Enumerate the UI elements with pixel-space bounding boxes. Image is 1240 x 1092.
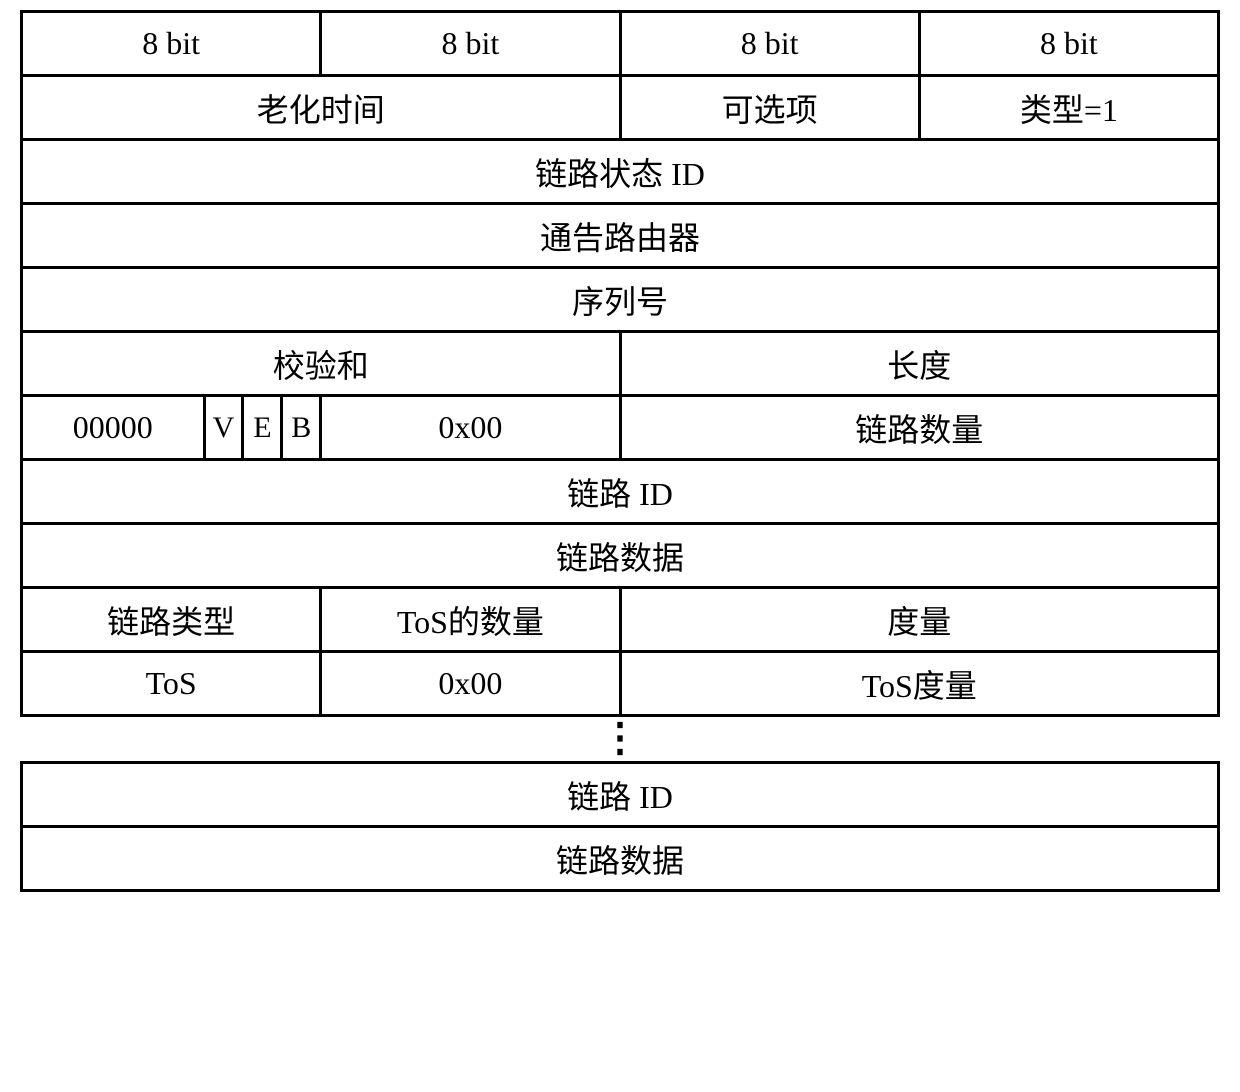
row-link-type: 链路类型 ToS的数量 度量 (22, 588, 1219, 652)
field-tos: ToS (22, 652, 321, 716)
field-link-id: 链路 ID (22, 460, 1219, 524)
field-hex-zero: 0x00 (321, 396, 620, 460)
packet-structure-table-2: 链路 ID 链路数据 (20, 761, 1220, 892)
flag-v: V (206, 397, 245, 458)
header-col2: 8 bit (321, 12, 620, 76)
row-link-id-2: 链路 ID (22, 763, 1219, 827)
field-link-data: 链路数据 (22, 524, 1219, 588)
field-link-type: 链路类型 (22, 588, 321, 652)
row-tos: ToS 0x00 ToS度量 (22, 652, 1219, 716)
field-link-state-id: 链路状态 ID (22, 140, 1219, 204)
row-flags: 00000 V E B 0x00 链路数量 (22, 396, 1219, 460)
field-link-data-2: 链路数据 (22, 827, 1219, 891)
field-flags-cell: 00000 V E B (22, 396, 321, 460)
field-link-count: 链路数量 (620, 396, 1219, 460)
flag-e: E (244, 397, 283, 458)
row-aging: 老化时间 可选项 类型=1 (22, 76, 1219, 140)
row-link-data-2: 链路数据 (22, 827, 1219, 891)
field-aging-time: 老化时间 (22, 76, 621, 140)
header-col3: 8 bit (620, 12, 919, 76)
row-link-id: 链路 ID (22, 460, 1219, 524)
packet-structure-table: 8 bit 8 bit 8 bit 8 bit 老化时间 可选项 类型=1 链路… (20, 10, 1220, 717)
row-link-state-id: 链路状态 ID (22, 140, 1219, 204)
header-col1: 8 bit (22, 12, 321, 76)
flag-b: B (283, 397, 319, 458)
field-tos-hex-zero: 0x00 (321, 652, 620, 716)
header-row: 8 bit 8 bit 8 bit 8 bit (22, 12, 1219, 76)
field-zeros: 00000 (23, 397, 206, 458)
field-advertising-router: 通告路由器 (22, 204, 1219, 268)
field-metric: 度量 (620, 588, 1219, 652)
header-col4: 8 bit (919, 12, 1218, 76)
field-link-id-2: 链路 ID (22, 763, 1219, 827)
field-length: 长度 (620, 332, 1219, 396)
field-type: 类型=1 (919, 76, 1218, 140)
row-checksum-length: 校验和 长度 (22, 332, 1219, 396)
row-advertising-router: 通告路由器 (22, 204, 1219, 268)
field-optional: 可选项 (620, 76, 919, 140)
row-link-data: 链路数据 (22, 524, 1219, 588)
field-tos-metric: ToS度量 (620, 652, 1219, 716)
field-sequence-number: 序列号 (22, 268, 1219, 332)
row-sequence: 序列号 (22, 268, 1219, 332)
field-tos-count: ToS的数量 (321, 588, 620, 652)
field-checksum: 校验和 (22, 332, 621, 396)
vertical-ellipsis: ⋮ (20, 717, 1220, 761)
